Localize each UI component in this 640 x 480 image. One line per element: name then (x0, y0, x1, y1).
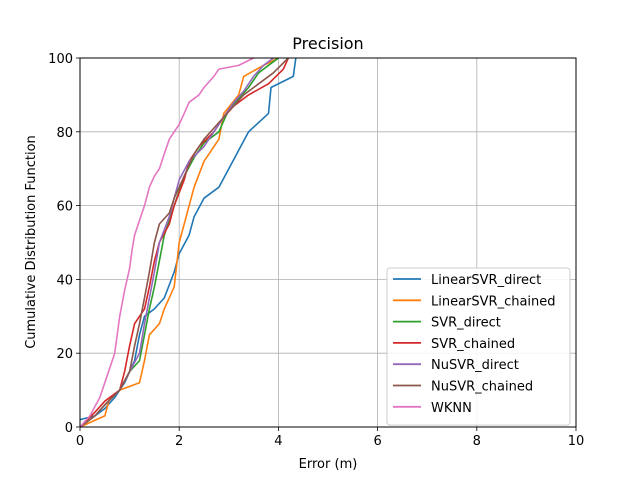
series-line-wknn (79, 57, 254, 428)
legend: LinearSVR_direct LinearSVR_chained SVR_dir… (386, 267, 571, 426)
legend-box (386, 267, 571, 426)
legend-label: SVR_direct (431, 316, 501, 331)
y-axis-label: Cumulative Distribution Function (24, 135, 39, 349)
legend-label: SVR_chained (431, 337, 515, 352)
chart-title: Precision (292, 34, 363, 53)
series-layer (79, 57, 297, 428)
series-line-nusvr-chained (79, 57, 289, 428)
y-tick-label: 100 (48, 52, 73, 67)
series-line-linearsvr-chained (79, 57, 279, 428)
x-tick-label: 4 (274, 434, 282, 449)
legend-label: LinearSVR_chained (431, 294, 556, 309)
y-tick-label: 20 (56, 347, 73, 362)
y-tick-label: 80 (56, 126, 73, 141)
x-axis-label: Error (m) (299, 457, 358, 472)
y-tick-label: 60 (56, 200, 73, 215)
plot-frame (79, 57, 577, 428)
x-tick-label: 10 (568, 434, 585, 449)
legend-label: LinearSVR_direct (431, 273, 541, 288)
x-tick-label: 0 (76, 434, 84, 449)
y-tick-label: 40 (56, 273, 73, 288)
x-tick-label: 2 (175, 434, 183, 449)
legend-label: NuSVR_chained (431, 380, 533, 395)
y-tick-label: 0 (65, 421, 73, 436)
series-line-svr-chained (79, 57, 290, 428)
x-tick-label: 8 (473, 434, 481, 449)
legend-label: NuSVR_direct (431, 358, 519, 373)
legend-label: WKNN (431, 401, 472, 416)
x-tick-label: 6 (373, 434, 381, 449)
